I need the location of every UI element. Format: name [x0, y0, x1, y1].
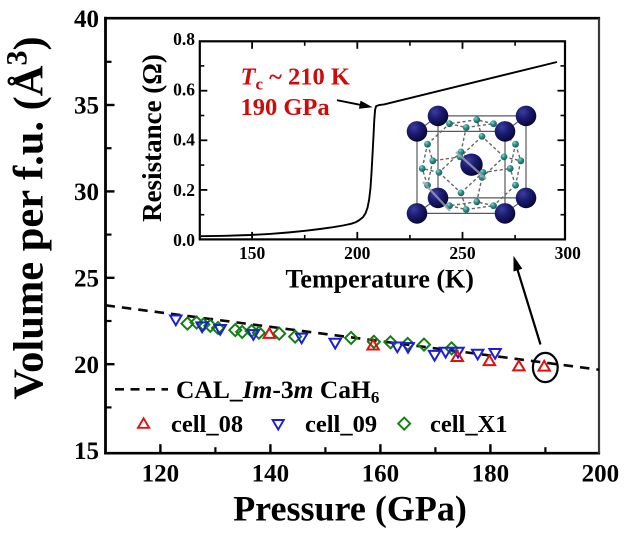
svg-text:cell_09: cell_09	[305, 411, 377, 438]
svg-text:150: 150	[239, 243, 266, 263]
svg-text:200: 200	[582, 461, 620, 488]
svg-text:160: 160	[362, 461, 400, 488]
svg-text:300: 300	[555, 243, 582, 263]
svg-text:0.6: 0.6	[173, 79, 195, 99]
svg-text:Temperature (K): Temperature (K)	[285, 265, 473, 294]
svg-text:0.8: 0.8	[173, 29, 195, 49]
svg-text:180: 180	[472, 461, 510, 488]
svg-text:15: 15	[74, 438, 99, 465]
svg-text:0.0: 0.0	[173, 230, 195, 250]
svg-text:25: 25	[74, 265, 99, 292]
svg-text:cell_08: cell_08	[171, 411, 243, 438]
svg-text:cell_X1: cell_X1	[430, 411, 508, 438]
svg-text:120: 120	[142, 461, 180, 488]
svg-text:Pressure (GPa): Pressure (GPa)	[233, 489, 467, 529]
svg-text:Volume per f.u. (Å3): Volume per f.u. (Å3)	[1, 36, 53, 399]
svg-text:200: 200	[344, 243, 371, 263]
svg-text:30: 30	[74, 179, 99, 206]
svg-text:140: 140	[252, 461, 290, 488]
svg-text:Tc ~ 210 K: Tc ~ 210 K	[241, 64, 350, 94]
svg-text:250: 250	[449, 243, 476, 263]
svg-text:35: 35	[74, 93, 99, 120]
svg-text:0.4: 0.4	[173, 130, 195, 150]
svg-text:0.2: 0.2	[173, 180, 195, 200]
svg-text:20: 20	[74, 352, 99, 379]
svg-text:40: 40	[74, 6, 99, 33]
svg-text:190 GPa: 190 GPa	[241, 94, 330, 121]
svg-text:CAL_Im-3m CaH6: CAL_Im-3m CaH6	[176, 375, 379, 407]
svg-text:Resistance (Ω): Resistance (Ω)	[137, 54, 167, 222]
